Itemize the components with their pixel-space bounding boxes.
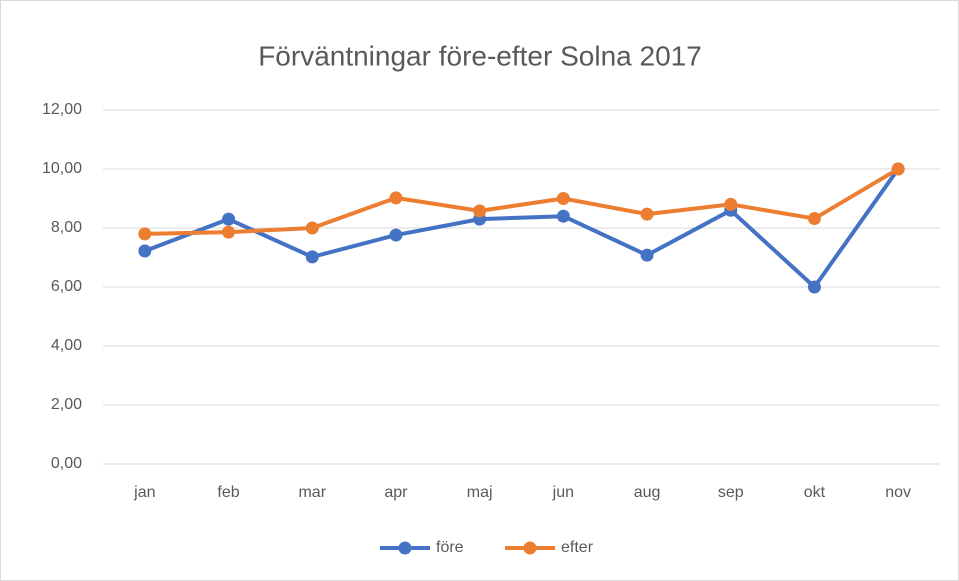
data-point <box>724 197 738 211</box>
x-tick-label: apr <box>384 484 408 501</box>
data-point <box>556 209 570 223</box>
y-tick-label: 8,00 <box>51 219 82 236</box>
data-point <box>389 228 403 242</box>
data-point <box>640 207 654 221</box>
legend-label: före <box>436 539 464 556</box>
x-tick-label: jun <box>552 484 574 501</box>
x-tick-label: mar <box>298 484 326 501</box>
data-point <box>305 250 319 264</box>
y-tick-label: 2,00 <box>51 396 82 413</box>
y-tick-label: 4,00 <box>51 337 82 354</box>
data-point <box>807 280 821 294</box>
legend-marker <box>523 541 537 555</box>
x-tick-label: maj <box>467 484 493 501</box>
data-point <box>891 162 905 176</box>
series-line <box>144 167 900 236</box>
x-tick-label: nov <box>885 484 911 501</box>
series-line <box>144 167 900 289</box>
data-point <box>556 192 570 205</box>
data-point <box>138 227 152 241</box>
data-point <box>138 244 152 258</box>
data-point <box>222 212 236 226</box>
data-point <box>473 204 487 218</box>
chart-title: Förväntningar före-efter Solna 2017 <box>258 40 702 71</box>
data-point <box>640 248 654 262</box>
y-tick-label: 0,00 <box>51 455 82 472</box>
data-point <box>807 212 821 226</box>
x-tick-label: okt <box>804 484 826 501</box>
y-tick-label: 12,00 <box>42 101 82 118</box>
y-tick-label: 10,00 <box>42 160 82 177</box>
data-point <box>222 225 236 239</box>
x-tick-label: jan <box>133 484 155 501</box>
legend-label: efter <box>561 539 594 556</box>
y-tick-label: 6,00 <box>51 278 82 295</box>
data-point <box>389 191 403 205</box>
legend-marker <box>398 541 412 555</box>
data-point <box>305 221 319 235</box>
x-tick-label: sep <box>718 484 744 501</box>
x-tick-label: aug <box>634 484 661 501</box>
x-tick-label: feb <box>217 484 239 501</box>
